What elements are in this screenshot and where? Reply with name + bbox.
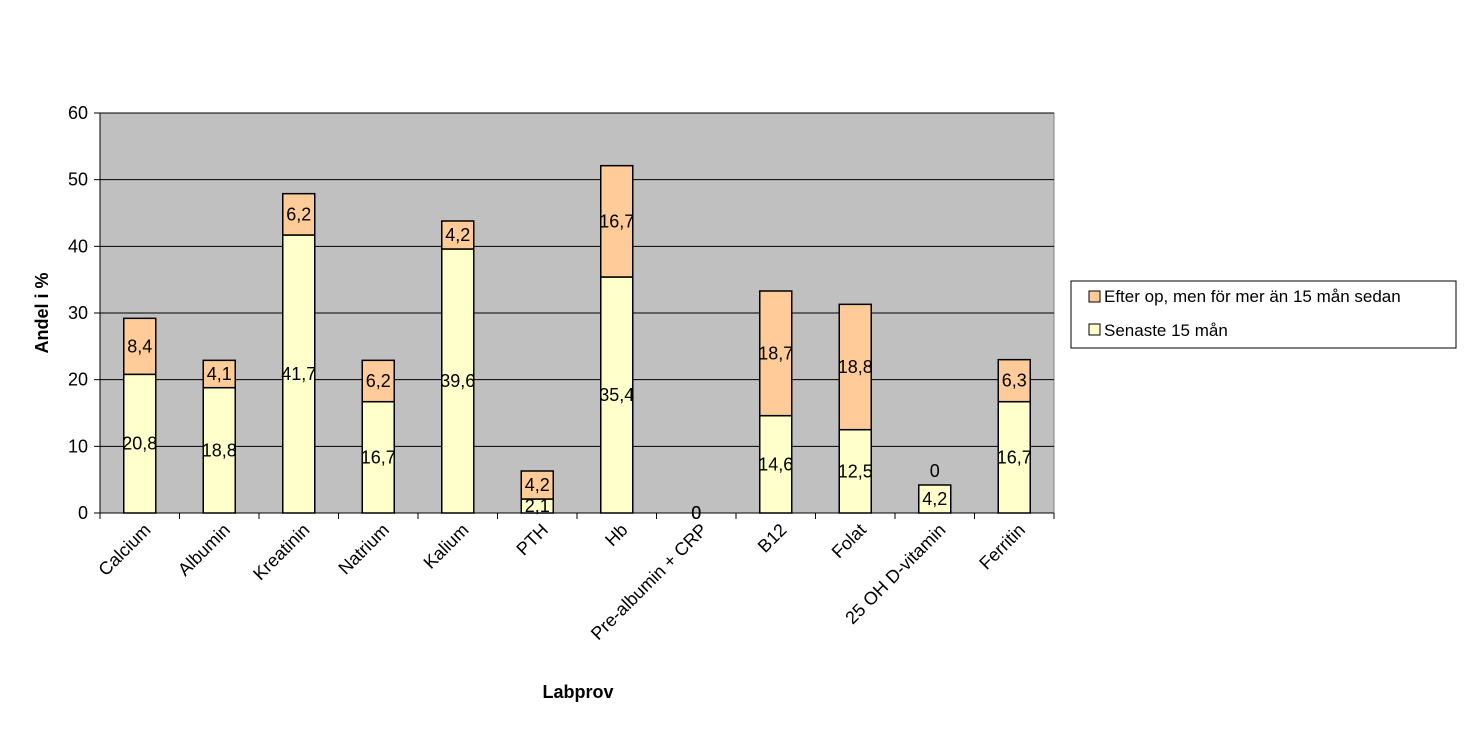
bars-group xyxy=(123,164,1031,514)
y-tick-label: 60 xyxy=(68,103,88,123)
bar-segment-recent xyxy=(282,234,316,514)
y-tick-label: 10 xyxy=(68,436,88,456)
x-tick-label: Kreatinin xyxy=(249,520,313,584)
data-label-after-op: 0 xyxy=(691,503,701,523)
bar-segment-recent xyxy=(123,373,157,514)
y-tick-label: 50 xyxy=(68,170,88,190)
data-label-after-op: 4,1 xyxy=(207,364,232,384)
data-label-recent: 18,8 xyxy=(202,440,237,460)
x-tick-label: PTH xyxy=(512,520,552,560)
data-label-recent: 20,8 xyxy=(122,434,157,454)
bar-segment-after-op xyxy=(441,220,475,250)
x-tick-label: Kalium xyxy=(420,520,473,573)
legend-label-recent: Senaste 15 mån xyxy=(1104,321,1228,340)
data-label-after-op: 6,2 xyxy=(366,371,391,391)
bar-segment-recent xyxy=(918,484,952,514)
x-tick-label: Folat xyxy=(828,520,870,562)
data-label-after-op: 4,2 xyxy=(445,225,470,245)
x-tick-label: Calcium xyxy=(94,520,154,580)
bar-segment-after-op xyxy=(282,192,316,236)
data-label-after-op: 6,3 xyxy=(1002,371,1027,391)
x-tick-label: Hb xyxy=(601,520,631,550)
bar-segment-after-op xyxy=(361,359,395,403)
y-tick-label: 30 xyxy=(68,303,88,323)
data-label-after-op: 4,2 xyxy=(525,475,550,495)
legend-swatch-recent xyxy=(1088,323,1101,336)
data-label-recent: 39,6 xyxy=(440,371,475,391)
data-label-recent: 14,6 xyxy=(758,454,793,474)
y-tick-label: 0 xyxy=(78,503,88,523)
y-tick-label: 20 xyxy=(68,370,88,390)
x-tick-label: Natrium xyxy=(334,520,393,579)
bar-segment-after-op xyxy=(838,303,872,431)
y-tick-label: 40 xyxy=(68,236,88,256)
data-label-recent: 16,7 xyxy=(361,447,396,467)
data-labels-group: 20,88,418,84,1 41,76,216,76,2 39,64,22,14,… xyxy=(122,204,1032,523)
data-label-after-op: 16,7 xyxy=(599,211,634,231)
bar-segment-recent xyxy=(361,400,395,514)
bar-segment-after-op xyxy=(997,358,1031,403)
x-tick-label: B12 xyxy=(754,520,791,557)
data-label-recent: 2,1 xyxy=(525,496,550,516)
bar-segment-after-op xyxy=(202,359,236,389)
data-label-recent: 0 xyxy=(691,503,701,523)
legend-box xyxy=(1070,280,1457,349)
bar-segment-recent xyxy=(441,248,475,514)
legend-label-after-op: Efter op, men för mer än 15 mån sedan xyxy=(1104,287,1401,306)
bar-segment-after-op xyxy=(520,470,554,500)
data-label-recent: 16,7 xyxy=(997,447,1032,467)
data-label-recent: 35,4 xyxy=(599,385,634,405)
legend: Efter op, men för mer än 15 mån sedan Se… xyxy=(1070,280,1457,349)
data-label-after-op: 18,7 xyxy=(758,343,793,363)
x-tick-label: Ferritin xyxy=(975,520,1029,574)
bar-segment-after-op xyxy=(600,164,634,278)
data-label-after-op: 0 xyxy=(930,461,940,481)
bar-segment-recent xyxy=(759,414,793,514)
data-label-after-op: 6,2 xyxy=(286,204,311,224)
x-tick-label: Albumin xyxy=(174,520,234,580)
bar-segment-after-op xyxy=(759,290,793,417)
bar-segment-after-op xyxy=(123,317,157,376)
y-axis-title: Andel i % xyxy=(32,272,52,353)
data-label-recent: 4,2 xyxy=(922,489,947,509)
gridlines xyxy=(100,112,1054,447)
bar-segment-recent xyxy=(838,428,872,514)
x-axis-title: Labprov xyxy=(542,682,613,702)
data-label-recent: 12,5 xyxy=(838,461,873,481)
data-label-after-op: 8,4 xyxy=(127,336,152,356)
data-label-recent: 41,7 xyxy=(281,364,316,384)
legend-swatch-after-op xyxy=(1088,290,1101,303)
data-label-after-op: 18,8 xyxy=(838,357,873,377)
